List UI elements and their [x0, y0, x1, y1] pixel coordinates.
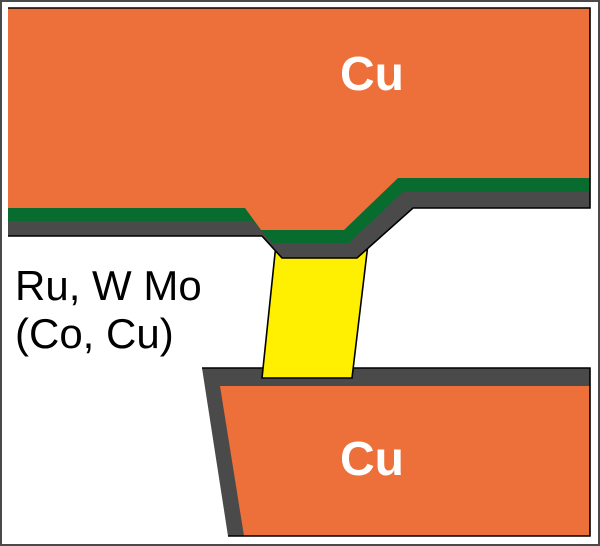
via-material-label-line2: (Co, Cu) — [15, 310, 174, 357]
via-material-label-line1: Ru, W Mo — [15, 262, 202, 309]
lower-copper — [220, 386, 590, 536]
upper-cu-label: Cu — [340, 48, 404, 101]
via-plug — [262, 244, 368, 378]
lower-cu-label: Cu — [340, 433, 404, 486]
interconnect-cross-section: Cu Cu Ru, W Mo (Co, Cu) — [0, 0, 600, 546]
